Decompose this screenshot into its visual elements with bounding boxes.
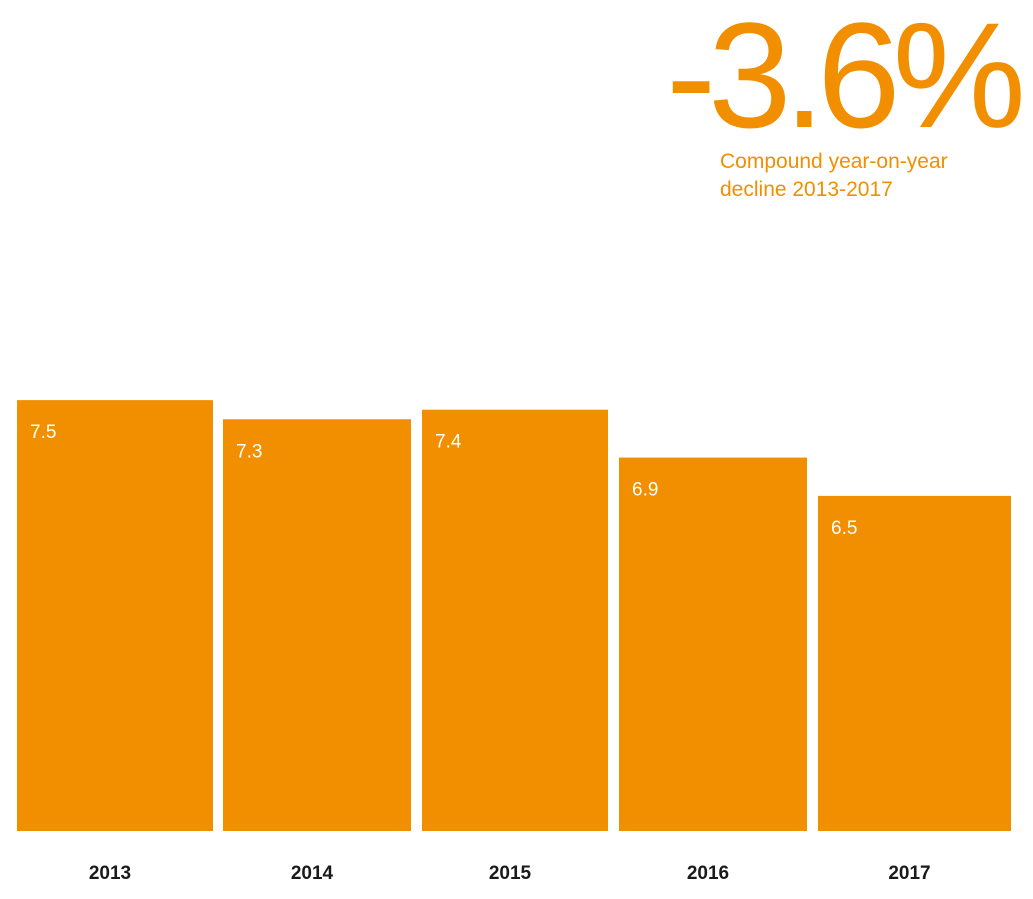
bar-2016 — [619, 457, 807, 831]
bars-layer — [17, 400, 1011, 831]
x-tick-label-2014: 2014 — [291, 863, 334, 884]
x-axis-tick-labels: 2013 2014 2015 2016 2017 — [89, 863, 931, 884]
headline-block: -3.6% — [600, 0, 1026, 150]
bar-labels-layer: 7.5 7.3 7.4 6.9 6.5 — [30, 422, 857, 539]
headline-caption-line-1: Compound year-on-year — [720, 150, 948, 173]
x-tick-label-2015: 2015 — [489, 863, 532, 884]
bar-2015 — [422, 409, 608, 831]
bar-value-label-2014: 7.3 — [236, 441, 262, 462]
headline-caption-line-2: decline 2013-2017 — [720, 178, 893, 201]
x-tick-label-2017: 2017 — [888, 863, 930, 884]
bar-value-label-2013: 7.5 — [30, 422, 56, 443]
bar-value-label-2017: 6.5 — [831, 518, 857, 539]
bar-2013 — [17, 400, 213, 831]
bar-2014 — [223, 419, 411, 831]
bar-value-label-2016: 6.9 — [632, 480, 658, 501]
x-tick-label-2013: 2013 — [89, 863, 131, 884]
headline-stat: -3.6% — [666, 0, 1026, 159]
x-tick-label-2016: 2016 — [687, 863, 729, 884]
bar-2017 — [818, 495, 1011, 831]
bar-value-label-2015: 7.4 — [435, 432, 462, 453]
headline-caption: Compound year-on-year decline 2013-2017 — [720, 148, 1020, 204]
